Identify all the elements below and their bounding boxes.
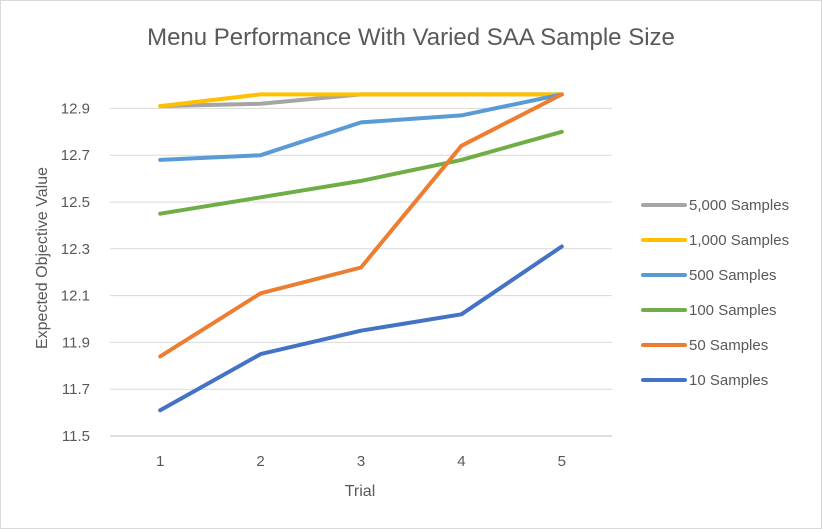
x-tick-label: 3	[357, 453, 365, 470]
plot-series	[158, 92, 564, 413]
x-tick-label: 5	[558, 453, 566, 470]
y-tick-label: 11.5	[62, 428, 90, 445]
legend-label: 100 Samples	[689, 302, 777, 319]
y-axis-ticks: 11.5 11.7 11.9 12.1 12.3 12.5 12.7 12.9	[61, 100, 90, 445]
x-tick-label: 4	[457, 453, 465, 470]
legend: 5,000 Samples 1,000 Samples 500 Samples 100…	[641, 197, 789, 389]
gridlines	[110, 107, 612, 437]
x-tick-label: 1	[156, 453, 164, 470]
y-tick-label: 12.9	[61, 100, 90, 117]
y-tick-label: 12.5	[61, 194, 90, 211]
series-line-5	[158, 244, 564, 413]
series-line-4	[158, 92, 564, 359]
series-line-3	[158, 129, 564, 216]
legend-label: 50 Samples	[689, 337, 768, 354]
legend-label: 500 Samples	[689, 267, 777, 284]
legend-label: 5,000 Samples	[689, 197, 789, 214]
y-tick-label: 12.7	[61, 147, 90, 164]
series-line-2	[158, 92, 564, 162]
series-line-1	[158, 92, 564, 109]
y-tick-label: 12.1	[61, 288, 90, 305]
x-axis-ticks: 1 2 3 4 5	[156, 453, 566, 470]
y-tick-label: 11.7	[62, 381, 90, 398]
y-tick-label: 11.9	[62, 334, 90, 351]
legend-label: 10 Samples	[689, 372, 768, 389]
y-tick-label: 12.3	[61, 241, 90, 258]
legend-label: 1,000 Samples	[689, 232, 789, 249]
x-axis-label: Trial	[345, 483, 376, 500]
x-tick-label: 2	[256, 453, 264, 470]
chart-title: Menu Performance With Varied SAA Sample …	[147, 24, 675, 51]
y-axis-label: Expected Objective Value	[34, 167, 51, 349]
